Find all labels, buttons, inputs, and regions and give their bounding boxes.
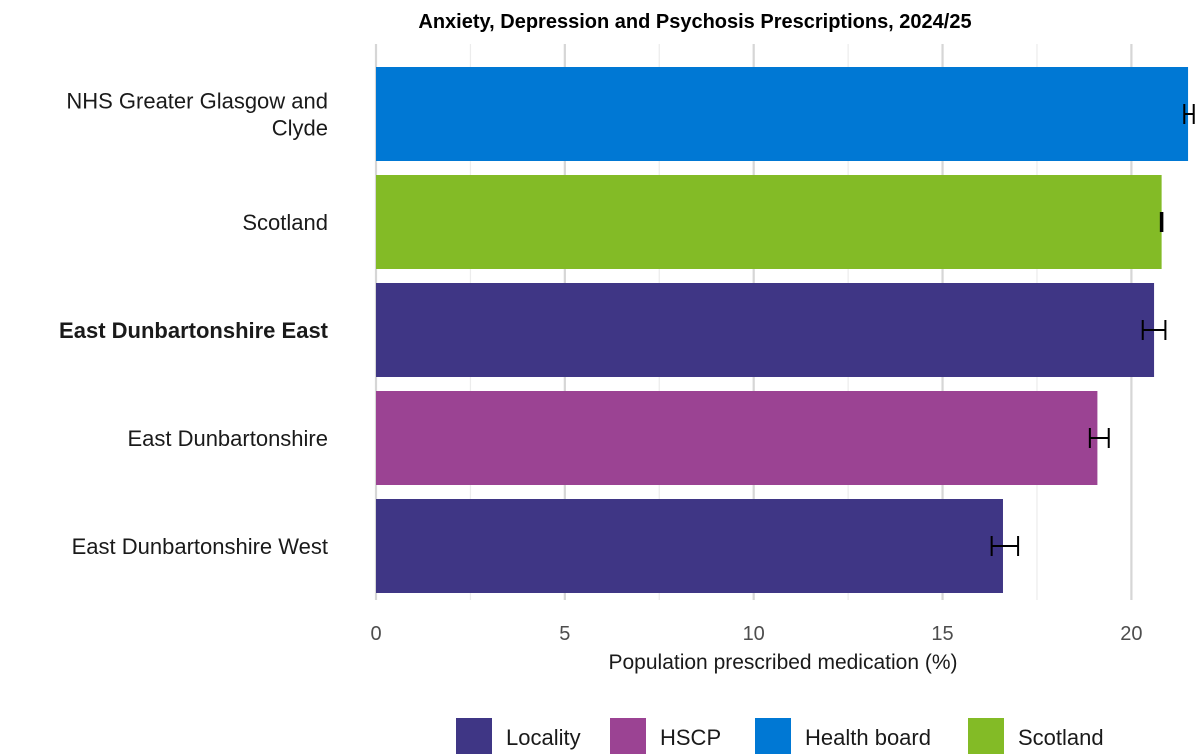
bar bbox=[376, 175, 1162, 269]
legend-label: HSCP bbox=[660, 725, 721, 750]
legend-swatch bbox=[456, 718, 492, 754]
category-labels: NHS Greater Glasgow and Clyde Scotland East… bbox=[59, 89, 329, 560]
legend-swatch bbox=[755, 718, 791, 754]
category-label: East Dunbartonshire bbox=[127, 426, 328, 451]
legend-item: Locality bbox=[456, 718, 581, 754]
error-bar bbox=[1183, 104, 1195, 124]
legend-item: Scotland bbox=[968, 718, 1104, 754]
x-tick-labels: 0 5 10 15 20 bbox=[370, 623, 1142, 645]
category-label: Scotland bbox=[242, 210, 328, 235]
legend-item: HSCP bbox=[610, 718, 721, 754]
bar bbox=[376, 391, 1098, 485]
x-tick-label: 10 bbox=[743, 623, 765, 645]
category-label: East Dunbartonshire West bbox=[72, 534, 328, 559]
x-axis-title: Population prescribed medication (%) bbox=[608, 651, 957, 674]
category-label: NHS Greater Glasgow and Clyde bbox=[66, 89, 328, 141]
legend-item: Health board bbox=[755, 718, 931, 754]
x-tick-label: 15 bbox=[931, 623, 953, 645]
bar bbox=[376, 499, 1003, 593]
error-bars bbox=[990, 104, 1195, 556]
legend-label: Health board bbox=[805, 725, 931, 750]
chart-title: Anxiety, Depression and Psychosis Prescr… bbox=[418, 11, 971, 33]
legend-label: Scotland bbox=[1018, 725, 1104, 750]
error-bar bbox=[1088, 428, 1110, 448]
x-tick-label: 20 bbox=[1120, 623, 1142, 645]
bars bbox=[376, 67, 1189, 593]
error-bar bbox=[1159, 212, 1164, 232]
x-tick-label: 0 bbox=[370, 623, 381, 645]
legend-swatch bbox=[968, 718, 1004, 754]
category-label: East Dunbartonshire East bbox=[59, 318, 329, 343]
legend: Locality HSCP Health board Scotland bbox=[456, 718, 1104, 754]
legend-label: Locality bbox=[506, 725, 581, 750]
error-bar bbox=[1141, 320, 1167, 340]
error-bar bbox=[990, 536, 1020, 556]
legend-swatch bbox=[610, 718, 646, 754]
bar bbox=[376, 283, 1155, 377]
x-tick-label: 5 bbox=[559, 623, 570, 645]
bar bbox=[376, 67, 1189, 161]
